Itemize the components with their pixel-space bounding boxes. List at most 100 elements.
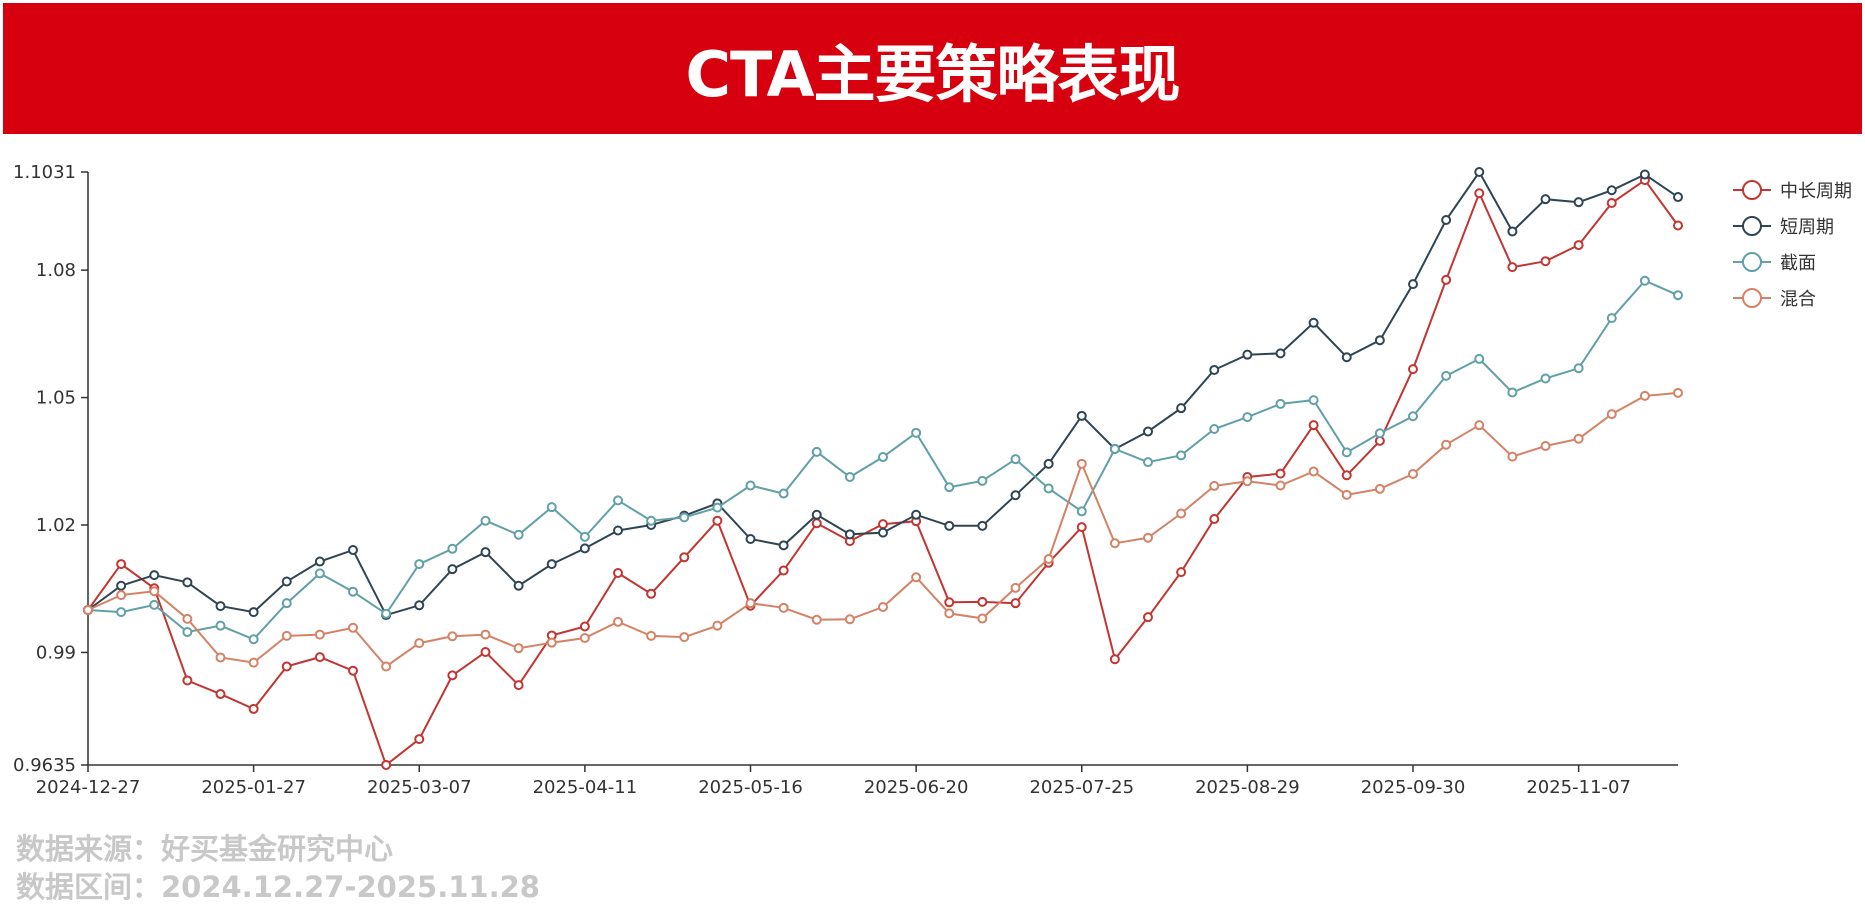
data-point: [248, 634, 259, 645]
data-point: [447, 631, 458, 642]
data-point: [1242, 349, 1253, 360]
data-point: [447, 564, 458, 575]
data-point: [182, 675, 193, 686]
data-point: [1043, 553, 1054, 564]
data-point: [248, 657, 259, 668]
data-point: [414, 559, 425, 570]
data-point: [811, 518, 822, 529]
data-point: [613, 495, 623, 506]
data-point: [1143, 457, 1153, 468]
data-point: [1076, 506, 1087, 517]
data-point: [579, 621, 590, 632]
legend-item-1[interactable]: 短周期: [1733, 216, 1834, 238]
series-line: [87, 178, 1679, 767]
data-point: [944, 597, 955, 608]
y-tick-label: 0.99: [36, 642, 76, 663]
data-point: [1573, 433, 1584, 444]
data-point: [248, 607, 259, 618]
data-point: [381, 661, 392, 672]
legend-item-2[interactable]: 截面: [1733, 252, 1816, 274]
data-point: [348, 586, 358, 597]
data-point: [513, 580, 524, 591]
y-axis: 1.1031 1.08 1.05 1.02 0.99 0.9635: [13, 162, 89, 776]
data-point: [1209, 423, 1220, 434]
data-point: [1010, 598, 1021, 609]
data-point: [480, 515, 491, 526]
data-point: [1573, 197, 1584, 208]
data-point: [778, 565, 789, 576]
data-point: [215, 652, 226, 663]
data-point: [1374, 428, 1385, 439]
data-point: [447, 543, 458, 554]
data-point: [1209, 364, 1220, 375]
legend-item-3[interactable]: 混合: [1733, 288, 1816, 310]
legend-circle-icon: [1742, 216, 1762, 236]
data-point: [1573, 363, 1584, 374]
data-point: [414, 638, 425, 649]
data-point: [116, 607, 127, 618]
data-point: [314, 652, 325, 663]
data-point: [844, 471, 855, 482]
data-point: [1176, 403, 1187, 414]
x-tick-label: 2025-05-16: [698, 777, 803, 798]
data-point: [116, 590, 127, 601]
data-point: [1010, 454, 1021, 465]
data-point: [182, 627, 193, 638]
data-point: [1474, 188, 1485, 199]
data-point: [1408, 364, 1418, 375]
data-point: [1143, 532, 1153, 543]
data-point: [977, 475, 988, 486]
data-point: [1474, 167, 1485, 177]
data-point: [844, 614, 855, 625]
data-point: [215, 689, 226, 700]
data-point: [348, 665, 358, 676]
data-point: [1209, 514, 1220, 525]
data-point: [1673, 220, 1683, 231]
data-point: [911, 572, 922, 583]
data-point: [83, 604, 93, 615]
data-point: [1341, 352, 1352, 363]
data-point: [116, 580, 127, 591]
data-point: [513, 643, 524, 654]
data-point: [1606, 198, 1617, 209]
legend-circle-icon: [1742, 288, 1762, 308]
data-point: [248, 703, 259, 714]
y-tick-label: 1.1031: [13, 162, 76, 183]
data-point: [679, 512, 690, 523]
data-point: [1176, 508, 1187, 519]
data-point: [1408, 279, 1418, 290]
series-layer: [83, 167, 1683, 770]
data-point: [1176, 567, 1187, 578]
data-point: [811, 446, 822, 457]
x-tick-label: 2025-09-30: [1361, 777, 1466, 798]
series-2: [83, 275, 1683, 645]
data-point: [1441, 439, 1452, 450]
data-point: [1540, 373, 1551, 384]
data-point: [182, 613, 193, 624]
data-point: [1474, 420, 1485, 431]
legend-item-0[interactable]: 中长周期: [1733, 180, 1852, 202]
data-point: [1540, 194, 1551, 205]
y-tick-label: 0.9635: [13, 755, 76, 776]
data-point: [778, 488, 789, 499]
data-point: [546, 637, 557, 648]
data-point: [579, 632, 590, 643]
data-point: [1639, 169, 1650, 180]
data-point: [1043, 483, 1054, 494]
data-point: [1441, 274, 1452, 285]
data-point: [182, 577, 193, 588]
data-point: [1374, 483, 1385, 494]
x-tick-label: 2025-01-27: [201, 777, 306, 798]
data-point: [911, 509, 922, 520]
data-point: [1341, 470, 1352, 481]
data-source-note: 数据来源：好买基金研究中心: [16, 832, 394, 866]
data-point: [745, 534, 756, 545]
data-point: [281, 576, 292, 587]
data-point: [149, 570, 160, 581]
data-point: [1374, 335, 1385, 346]
x-tick-label: 2025-06-20: [864, 777, 969, 798]
data-point: [646, 630, 657, 641]
data-point: [1507, 451, 1518, 462]
